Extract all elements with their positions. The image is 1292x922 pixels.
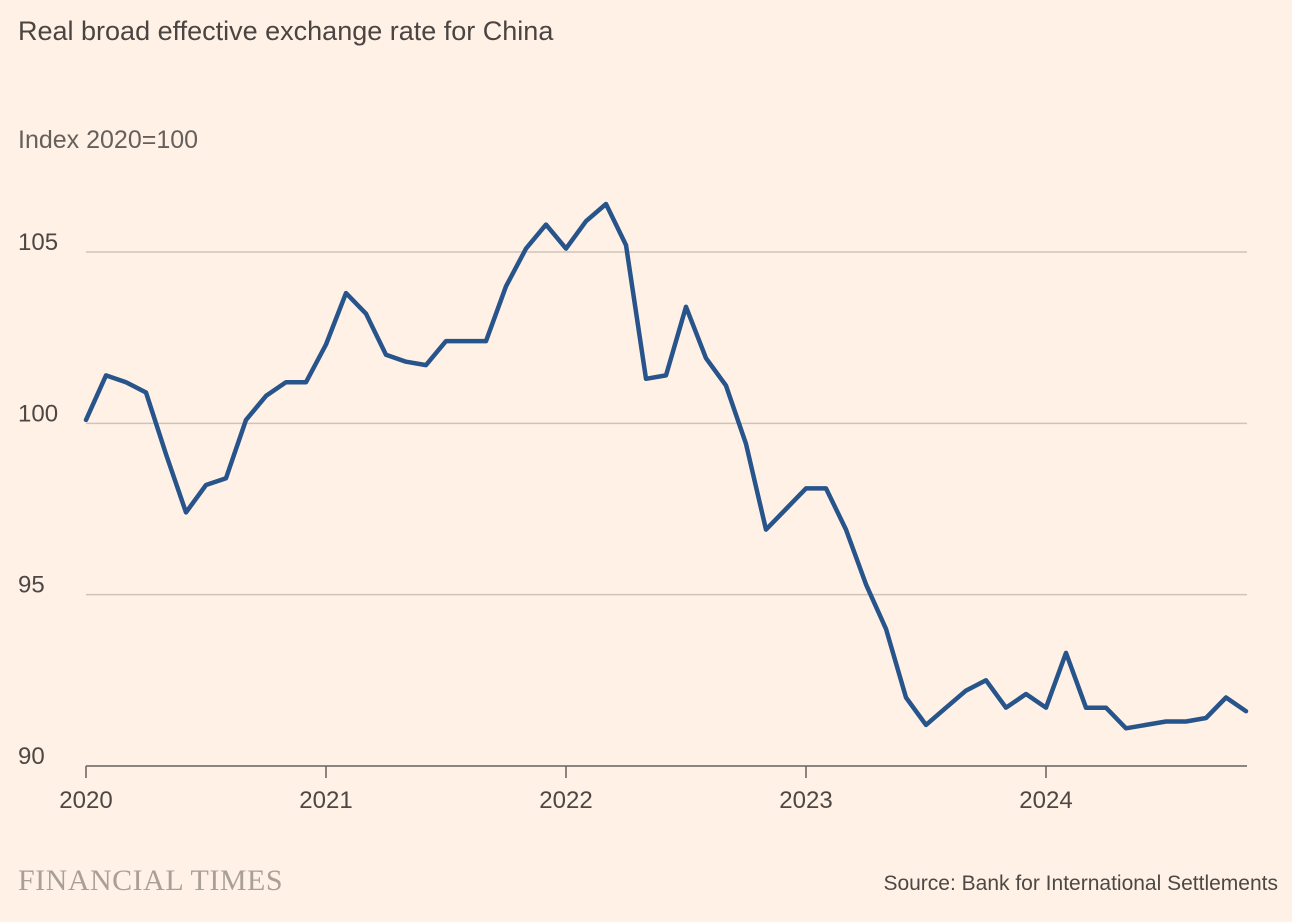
grid-lines [86,251,1247,596]
series-line-0 [83,201,1249,731]
series-layer [83,201,1249,731]
ft-logo: FINANCIAL TIMES [18,864,284,897]
x-tick-label: 2020 [59,787,112,814]
source-note: Source: Bank for International Settlemen… [883,872,1278,895]
x-axis: 2020 2021 2022 2023 2024 [59,765,1247,814]
y-tick-label: 90 [18,743,45,770]
y-axis-labels: 90 95 100 105 [18,229,58,770]
x-tick-label: 2024 [1019,787,1072,814]
chart-subtitle: Index 2020=100 [18,126,199,154]
x-tick-label: 2023 [779,787,832,814]
y-tick-label: 100 [18,400,58,427]
x-tick-label: 2021 [299,787,352,814]
y-tick-label: 95 [18,572,45,599]
chart-title: Real broad effective exchange rate for C… [18,16,554,46]
x-tick-label: 2022 [539,787,592,814]
y-tick-label: 105 [18,229,58,256]
